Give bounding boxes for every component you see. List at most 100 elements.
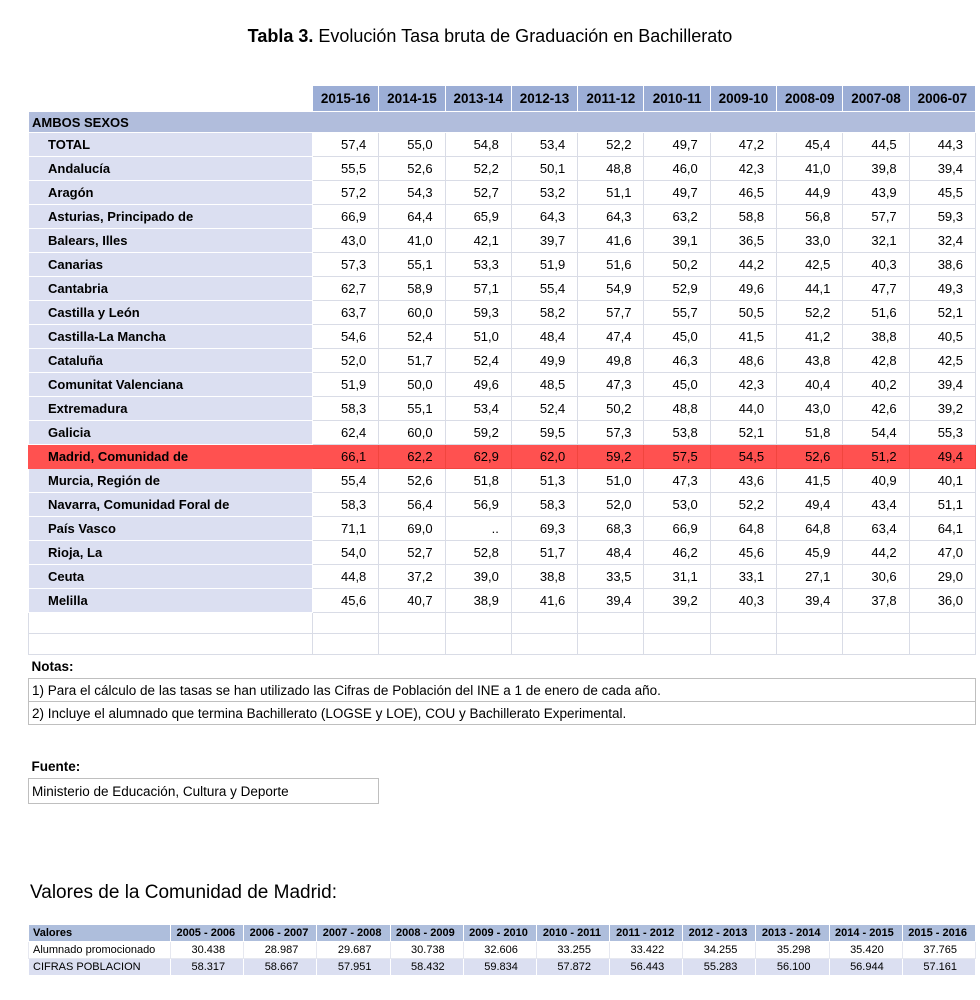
empty-cell (378, 778, 976, 804)
rate-value-cell: 40,7 (378, 588, 446, 613)
rate-value-cell: 55,4 (311, 468, 380, 493)
region-row: Andalucía 55,5 52,6 52,2 50,1 48,8 46,0 42,3 41,… (28, 156, 977, 181)
rate-value-cell: 42,6 (842, 396, 910, 421)
madrid-values-table: Valores 2005 - 2006 2006 - 2007 2007 - 200… (28, 924, 977, 976)
region-label: Cataluña (28, 348, 313, 373)
rate-value-cell: 39,2 (908, 396, 977, 421)
rate-value-cell: 57,2 (311, 180, 380, 205)
rate-value-cell: 52,2 (577, 132, 645, 157)
rate-value-cell: 38,9 (444, 588, 512, 613)
rate-value-cell: 63,2 (643, 204, 711, 229)
rate-value-cell: 39,4 (908, 156, 977, 181)
rate-value-cell: 62,9 (444, 444, 512, 469)
rate-value-cell: 39,4 (776, 588, 844, 613)
rate-value-cell: 56,4 (378, 492, 446, 517)
rate-value-cell: 43,4 (842, 492, 910, 517)
empty-cell (311, 633, 380, 655)
rate-value-cell: 45,0 (643, 372, 711, 397)
rate-value-cell: 41,0 (378, 228, 446, 253)
rate-value-cell: 36,5 (709, 228, 778, 253)
rate-value-cell: 48,4 (510, 324, 579, 349)
region-row: Comunitat Valenciana 51,9 50,0 49,6 48,5 47,3… (28, 372, 977, 397)
empty-cell (908, 612, 977, 634)
rate-value-cell: 53,2 (510, 180, 579, 205)
region-row: Asturias, Principado de 66,9 64,4 65,9 64,3 6… (28, 204, 977, 229)
region-label: Navarra, Comunidad Foral de (28, 492, 313, 517)
rate-value-cell: 62,0 (510, 444, 579, 469)
region-row: Cataluña 52,0 51,7 52,4 49,9 49,8 46,3 48,6 43,8… (28, 348, 977, 373)
madrid-data-row: Alumnado promocionado 30.438 28.987 29.687 3… (28, 941, 977, 959)
rate-value-cell: 58,8 (709, 204, 778, 229)
rate-value-cell: 58,2 (510, 300, 579, 325)
rate-value-cell: 68,3 (577, 516, 645, 541)
madrid-value-cell: 57.161 (901, 958, 977, 976)
madrid-value-cell: 56.944 (828, 958, 903, 976)
rate-value-cell: 37,2 (378, 564, 446, 589)
rate-value-cell: 50,2 (577, 396, 645, 421)
rate-value-cell: 37,8 (842, 588, 910, 613)
rate-value-cell: 51,8 (776, 420, 844, 445)
rate-value-cell: 49,7 (643, 180, 711, 205)
rate-value-cell: 45,6 (709, 540, 778, 565)
region-label: Rioja, La (28, 540, 313, 565)
rate-value-cell: 38,6 (908, 252, 977, 277)
rate-value-cell: 52,1 (908, 300, 977, 325)
rate-value-cell: 57,1 (444, 276, 512, 301)
empty-cell (643, 612, 711, 634)
rate-value-cell: 64,8 (709, 516, 778, 541)
rate-value-cell: 42,5 (776, 252, 844, 277)
rate-value-cell: 50,2 (643, 252, 711, 277)
year-column-header: 2007-08 (842, 85, 910, 112)
rate-value-cell: 42,3 (709, 372, 778, 397)
rate-value-cell: 64,4 (378, 204, 446, 229)
rate-value-cell: 55,4 (510, 276, 579, 301)
rate-value-cell: 49,4 (776, 492, 844, 517)
empty-cell (378, 612, 446, 634)
spacer-row (28, 724, 976, 755)
rate-value-cell: 64,3 (510, 204, 579, 229)
rate-value-cell: 45,6 (311, 588, 380, 613)
region-label: TOTAL (28, 132, 313, 157)
rate-value-cell: 51,1 (908, 492, 977, 517)
table-title-text: Evolución Tasa bruta de Graduación en Ba… (318, 26, 733, 46)
rate-value-cell: 46,2 (643, 540, 711, 565)
table-corner-cell (28, 85, 313, 112)
rate-value-cell: 44,5 (842, 132, 910, 157)
rate-value-cell: 55,7 (643, 300, 711, 325)
madrid-section-heading: Valores de la Comunidad de Madrid: (30, 882, 337, 903)
year-column-header: 2011-12 (577, 85, 645, 112)
rate-value-cell: 47,3 (577, 372, 645, 397)
rate-value-cell: 48,6 (709, 348, 778, 373)
rate-value-cell: 51,7 (510, 540, 579, 565)
rate-value-cell: 52,2 (444, 156, 512, 181)
rate-value-cell: 52,9 (643, 276, 711, 301)
rate-value-cell: 43,8 (776, 348, 844, 373)
rate-value-cell: 45,4 (776, 132, 844, 157)
region-row: Balears, Illes 43,0 41,0 42,1 39,7 41,6 39,1 36… (28, 228, 977, 253)
rate-value-cell: 42,5 (908, 348, 977, 373)
region-row: Galicia 62,4 60,0 59,2 59,5 57,3 53,8 52,1 51,8 5… (28, 420, 977, 445)
madrid-value-cell: 55.283 (682, 958, 757, 976)
madrid-year-header: 2007 - 2008 (316, 924, 391, 942)
empty-cell (643, 633, 711, 655)
region-row: Navarra, Comunidad Foral de 58,3 56,4 56,9 5… (28, 492, 977, 517)
rate-value-cell: 54,4 (842, 420, 910, 445)
rate-value-cell: 44,0 (709, 396, 778, 421)
empty-cell (709, 612, 778, 634)
rate-value-cell: 54,3 (378, 180, 446, 205)
year-column-header: 2010-11 (643, 85, 711, 112)
madrid-year-header: 2013 - 2014 (755, 924, 830, 942)
rate-value-cell: 69,0 (378, 516, 446, 541)
rate-value-cell: 71,1 (311, 516, 380, 541)
rate-value-cell: 52,4 (444, 348, 512, 373)
rate-value-cell: 66,1 (311, 444, 380, 469)
madrid-value-cell: 58.667 (243, 958, 318, 976)
madrid-value-cell: 56.443 (609, 958, 684, 976)
empty-cell (842, 612, 910, 634)
rate-value-cell: 52,0 (311, 348, 380, 373)
rate-value-cell: 55,5 (311, 156, 380, 181)
rate-value-cell: 52,1 (709, 420, 778, 445)
rate-value-cell: 41,5 (709, 324, 778, 349)
rate-value-cell: 44,3 (908, 132, 977, 157)
